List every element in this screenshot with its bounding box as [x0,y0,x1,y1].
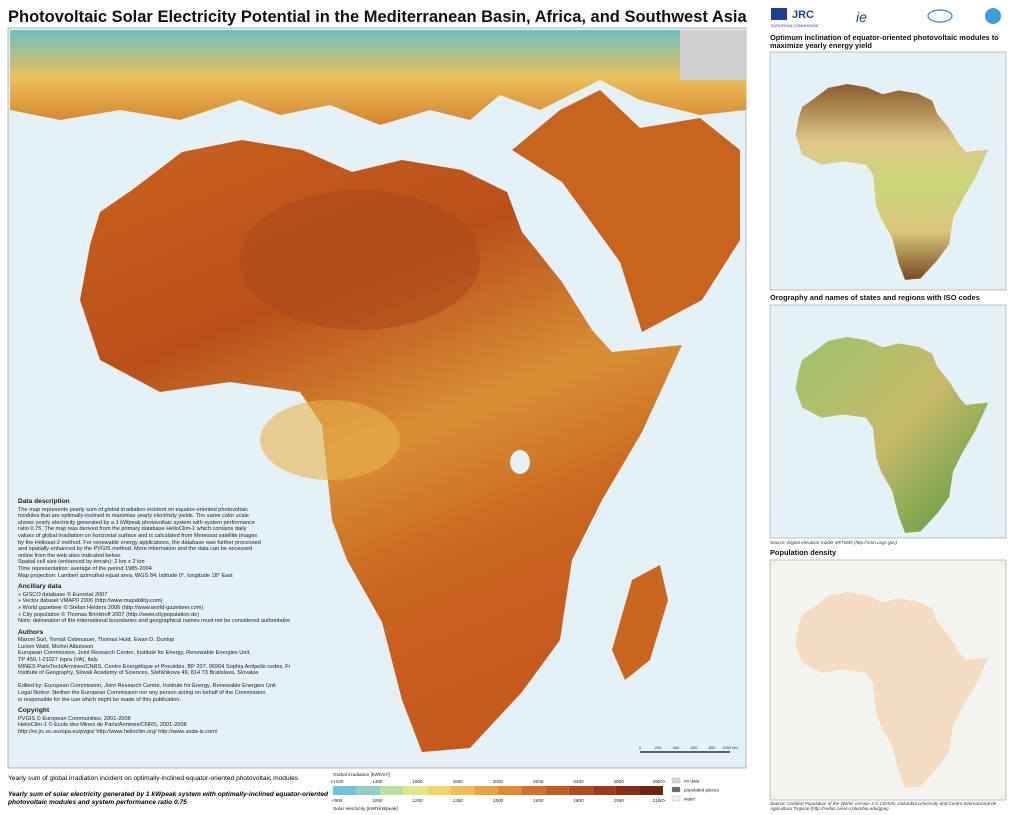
map-title: Photovoltaic Solar Electricity Potential… [8,8,748,26]
section-heading: Data description [18,498,70,505]
section-line: Spatial cell size (enhanced by terrain):… [18,559,145,566]
section-line: TP 450, I-21027 Ispra (VA), Italy [18,657,98,664]
data-description: Data description The map represents yearl… [18,494,290,736]
scale-swatch [568,786,593,795]
section-line: and spatially enhanced by the PVGIS meth… [18,546,253,553]
section-line: Legal Notice: Neither the European Commi… [18,690,266,697]
logo-ec: EUROPEAN COMMISSION [771,24,819,28]
section-line: Marcel Šúri, Tomáš Cebecauer, Thomas Hul… [18,637,175,644]
section-line: modules that are optimally-inclined to m… [18,513,249,520]
section-line: HelioClim-1 © Ecole des Mines de Paris/A… [18,722,187,729]
key-label: water [684,797,696,802]
scale-tick-label: 1050 [372,798,383,803]
scale-swatch [639,786,663,795]
key-swatch [671,795,681,802]
logo-mines [927,9,953,23]
key-label: no data [684,779,700,784]
section-line: http://re.jrc.ec.europa.eu/pvgis/ http:/… [18,729,218,735]
scale-tick-label: 1600 [412,779,423,784]
scale-tick-label: <1200 [331,779,344,784]
logo-sas [985,8,1001,24]
scale-swatch [450,786,475,795]
section-line: shows yearly electricity generated by a … [18,519,255,526]
scale-tick-label: 2200 [533,779,544,784]
scale-swatch [403,786,428,795]
scale-title: Global irradiation [kWh/m²] [333,772,390,778]
scale-label: 1000 km [722,745,738,750]
section-line: » World gazetteer © Stefan Helders 2006 … [18,604,204,611]
logo-jrc: JRC [792,9,814,21]
section-line: Map projection: Lambert azimuthal equal … [18,572,233,579]
section-line: online from the web sites indicated belo… [18,552,122,559]
scale-swatch [474,786,498,795]
scale-swatch [615,786,640,795]
map-land [10,30,746,752]
section-line: MINES ParisTech/Armines/CNRS, Centre Ene… [18,663,290,670]
scale-tick-label: 2800> [653,779,666,784]
section-line: Note: delineation of the international b… [18,618,290,625]
legend-caption: Yearly sum of solar electricity generate… [8,791,329,806]
scale-tick-label: 2400 [573,779,584,784]
section-line: European Commission, Joint Research Cent… [18,650,251,657]
scale-label: 600 [691,745,698,750]
scale-tick-label: 1200 [412,798,423,803]
scale-swatch [356,786,381,795]
section-heading: Ancillary data [18,583,62,591]
section-line: ratio 0.75. The map was derived from the… [18,526,247,533]
panel-source: Source: Digital elevation model SRTM30 (… [770,540,898,545]
section-line: » Vector dataset VMAP0 2006 (http://www.… [18,598,163,605]
scale-title: Solar electricity [kWh/kWpeak] [333,806,398,812]
section-line: » GISCO database © Eurostat 2007 [18,591,108,598]
scale-swatch [498,786,522,795]
scale-tick-label: 2600 [614,779,625,784]
scale-tick-label: 2000 [493,779,504,784]
section-line: Lucien Wald, Michel Albuisson [18,643,94,650]
section-line: Institute of Geography, Slovak Academy o… [18,670,259,677]
panel-title: Optimum inclination of equator-oriented … [770,33,999,51]
scale-tick-label: 1950 [614,798,625,803]
legend-caption: Yearly sum of global irradiation inciden… [8,775,299,782]
panel-title: Orography and names of states and region… [770,293,980,302]
section-line [18,677,290,684]
panel-title: Population density [770,548,837,557]
section-heading: Copyright [18,707,50,715]
scale-label: 800 [709,745,716,750]
scale-tick-label: <900 [332,798,343,803]
color-scale: Global irradiation [kWh/m²] Solar electri… [331,772,720,812]
key-swatch [671,786,681,793]
scale-swatch [592,786,616,795]
scale-tick-label: 2100> [652,798,666,803]
scale-swatch [427,786,451,795]
key-swatch [671,777,681,784]
scale-swatch [545,786,569,795]
section-line: by the Heliosat-2 method. For renewable … [18,539,261,546]
section-line: values of global irradiation on horizont… [18,532,258,539]
scale-swatch [380,786,404,795]
scale-tick-label: 1800 [453,779,464,784]
scale-label: 400 [673,745,680,750]
scale-bar: 0 200 400 600 800 1000 km [639,745,738,753]
section-line: The map represents yearly sum of global … [18,506,249,513]
scale-swatch [333,786,357,795]
scale-tick-label: 1400 [372,779,383,784]
key-label: populated places [684,788,719,793]
panel-source: Source: Gridded Population of the World,… [770,801,997,812]
section-heading: Authors [18,628,44,636]
logo-ie: ie [856,9,867,25]
scale-tick-label: 1800 [573,798,584,803]
scale-swatch [521,786,546,795]
scale-tick-label: 1650 [533,798,544,803]
scale-tick-label: 1500 [493,798,504,803]
scale-label: 0 [639,745,642,750]
scale-tick-label: 1350 [453,798,464,803]
section-line: » City population © Thomas Brinkhoff 200… [18,611,200,618]
eu-flag [771,8,787,20]
scale-label: 200 [655,745,662,750]
section-line: Edited by: European Commission, Joint Re… [18,683,276,690]
section-line: Time representation: average of the peri… [18,565,152,572]
section-line: PVGIS © European Communities, 2001-2008 [18,715,131,722]
section-line: is responsible for the use which might b… [18,696,181,703]
